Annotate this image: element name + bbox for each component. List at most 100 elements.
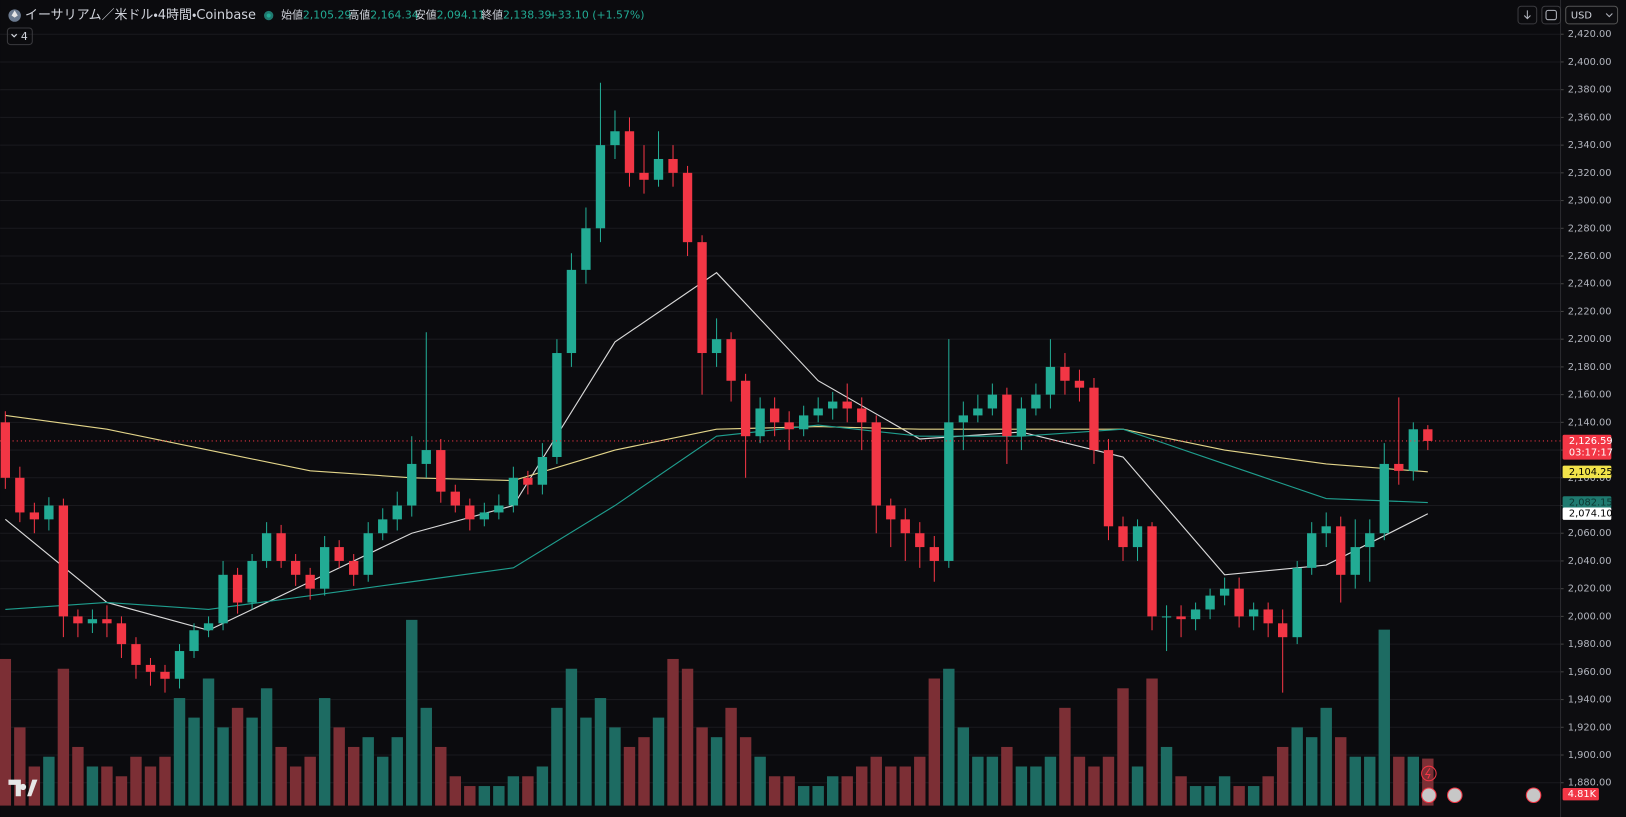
candle-body bbox=[407, 463, 417, 506]
volume-bar bbox=[1407, 756, 1420, 806]
y-tick-label: 2,240.00 bbox=[1568, 279, 1612, 290]
candle-body bbox=[305, 574, 315, 589]
volume-bar bbox=[1088, 766, 1100, 806]
event-flag[interactable] bbox=[1421, 787, 1437, 804]
candle-body bbox=[1379, 463, 1389, 534]
logo[interactable] bbox=[8, 779, 38, 797]
volume-bar bbox=[464, 786, 476, 806]
volume-bar bbox=[609, 727, 621, 806]
candle-body bbox=[813, 408, 823, 416]
volume-bar bbox=[406, 619, 418, 806]
volume-bar bbox=[86, 766, 99, 806]
price-axis: 1,880.00 1,900.00 1,920.00 1,940.00 1,960.00… bbox=[1560, 29, 1612, 789]
event-flag[interactable] bbox=[1525, 787, 1542, 804]
volume-bar bbox=[377, 756, 389, 806]
volume-bar bbox=[493, 786, 505, 806]
volume-bar bbox=[1422, 758, 1434, 806]
volume-bar bbox=[899, 766, 911, 806]
volume-bar bbox=[478, 786, 491, 806]
candle-body bbox=[102, 619, 112, 624]
volume-bar bbox=[1247, 786, 1260, 806]
candle-body bbox=[290, 560, 301, 575]
price-tag-label: 2,082.15 bbox=[1569, 498, 1613, 509]
volume-bar bbox=[870, 756, 882, 806]
volume-bar bbox=[841, 776, 853, 806]
volume-bar bbox=[231, 707, 244, 806]
volume-bar bbox=[507, 776, 520, 806]
y-tick-label: 2,360.00 bbox=[1568, 112, 1612, 123]
volume-bar bbox=[1233, 786, 1245, 806]
indicator-toggle[interactable] bbox=[6, 27, 33, 46]
volume-bar bbox=[1189, 786, 1202, 806]
symbol-title[interactable]: イーサリアム／米ドル・4時間・Coinbase bbox=[25, 8, 256, 23]
candle-body bbox=[784, 422, 794, 430]
volume-bar bbox=[246, 717, 258, 806]
candle-body bbox=[610, 131, 620, 146]
candle-body bbox=[740, 380, 751, 437]
candle-body bbox=[1321, 526, 1331, 534]
event-flag[interactable] bbox=[1447, 787, 1463, 804]
candle-body bbox=[1176, 616, 1186, 620]
candle-body bbox=[160, 671, 170, 679]
volume-bar bbox=[347, 746, 360, 806]
volume-bar bbox=[1175, 776, 1187, 806]
candle-body bbox=[886, 505, 896, 520]
volume-bar bbox=[275, 746, 287, 806]
volume-bar bbox=[885, 766, 897, 806]
candle-body bbox=[1002, 394, 1012, 437]
ohlc-value: 2,094.11 bbox=[437, 9, 485, 22]
volume-bar bbox=[972, 756, 984, 806]
volume-tag-label: 4.81K bbox=[1568, 789, 1597, 800]
volume-bar bbox=[289, 766, 302, 806]
y-tick-label: 1,960.00 bbox=[1568, 667, 1612, 678]
volume-bar bbox=[696, 727, 708, 806]
candle-body bbox=[697, 242, 707, 354]
candle-body bbox=[958, 415, 969, 423]
candle-body bbox=[1031, 394, 1041, 409]
volume-bar bbox=[536, 766, 549, 806]
candle-body bbox=[378, 519, 388, 534]
symbol-icon-glyph bbox=[11, 10, 18, 18]
candle-body bbox=[1074, 380, 1085, 388]
y-tick-label: 2,300.00 bbox=[1568, 196, 1612, 207]
ohlc-label: 始値 bbox=[281, 8, 303, 22]
screenshot-button[interactable] bbox=[1541, 5, 1562, 25]
volume-bar bbox=[1117, 688, 1129, 806]
candle-body bbox=[1060, 366, 1070, 381]
candle-body bbox=[682, 172, 693, 243]
candle-body bbox=[653, 158, 664, 180]
volume-bar bbox=[0, 658, 12, 806]
candle-body bbox=[392, 505, 402, 520]
volume-bar bbox=[826, 776, 839, 806]
candle-body bbox=[349, 560, 359, 575]
candle-body bbox=[1263, 609, 1273, 624]
y-tick-label: 2,060.00 bbox=[1568, 528, 1612, 539]
candle-body bbox=[523, 477, 533, 485]
download-button[interactable] bbox=[1517, 5, 1538, 25]
download-icon bbox=[1523, 10, 1531, 20]
candle-body bbox=[1307, 533, 1317, 568]
y-tick-label: 1,880.00 bbox=[1568, 778, 1612, 789]
volume-bar bbox=[783, 776, 795, 806]
candle-body bbox=[1016, 408, 1027, 437]
ohlc-value: 2,105.29 bbox=[303, 9, 352, 22]
volume-bar bbox=[1378, 629, 1390, 806]
volume-bar bbox=[1262, 776, 1274, 806]
volume-bar bbox=[667, 658, 679, 806]
volume-bar bbox=[173, 698, 186, 806]
candle-body bbox=[436, 450, 446, 492]
candle-body bbox=[915, 533, 925, 548]
candle-body bbox=[261, 533, 272, 561]
volume-bar bbox=[623, 746, 636, 806]
volume-bar bbox=[754, 756, 766, 806]
candle-body bbox=[87, 619, 98, 624]
moving-average bbox=[4, 271, 1429, 631]
volume-bar bbox=[304, 756, 316, 806]
candle-body bbox=[1278, 623, 1288, 638]
candle-body bbox=[639, 172, 649, 180]
event-glyph bbox=[1424, 767, 1431, 779]
event-icon[interactable] bbox=[1421, 765, 1437, 782]
candle-body bbox=[131, 644, 141, 665]
candle-body bbox=[581, 228, 591, 270]
currency-select[interactable] bbox=[1565, 5, 1619, 25]
